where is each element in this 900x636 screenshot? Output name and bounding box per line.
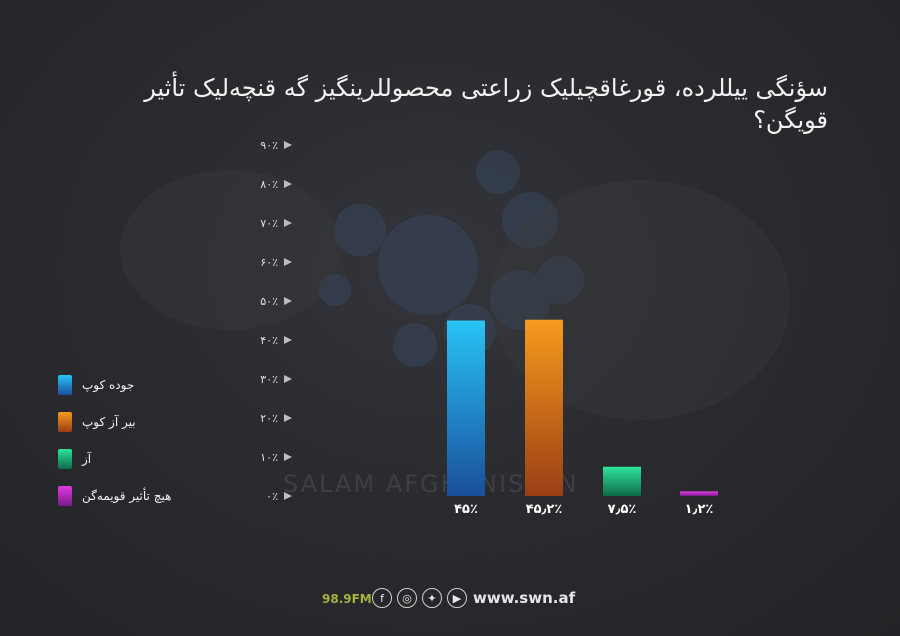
y-tick-arrow xyxy=(284,297,292,305)
frequency-label: 98.9FM xyxy=(322,592,372,606)
bar-value-label: ۴۵٫۲٪ xyxy=(526,502,563,517)
y-tick-label: ۸٠٪ xyxy=(260,178,278,191)
y-tick-arrow xyxy=(284,375,292,383)
y-tick-label: ۳٠٪ xyxy=(260,373,278,386)
y-tick-label: ۵٠٪ xyxy=(260,295,278,308)
instagram-icon[interactable]: ◎ xyxy=(397,588,417,608)
youtube-icon[interactable]: ▶ xyxy=(447,588,467,608)
y-tick-arrow xyxy=(284,336,292,344)
bar-1 xyxy=(447,320,485,496)
y-tick-label: ۶٠٪ xyxy=(260,256,278,269)
y-tick-arrow xyxy=(284,141,292,149)
legend-label: بیر آز کوپ xyxy=(82,414,136,429)
bar-value-label: ۴۵٪ xyxy=(454,502,478,517)
y-tick-arrow xyxy=(284,180,292,188)
bar-4 xyxy=(680,491,718,496)
legend-swatch xyxy=(58,448,72,469)
y-tick-label: ۷٠٪ xyxy=(260,217,278,230)
y-tick-arrow xyxy=(284,258,292,266)
legend-swatch xyxy=(58,411,72,432)
bar-3 xyxy=(603,466,641,496)
legend-swatch xyxy=(58,374,72,395)
twitter-icon[interactable]: ✦ xyxy=(422,588,442,608)
y-tick-label: ٠٪ xyxy=(266,490,278,503)
y-tick-arrow xyxy=(284,219,292,227)
legend-item: جوده کوپ xyxy=(58,366,218,403)
legend-item: آز xyxy=(58,440,218,477)
website-link[interactable]: www.swn.af xyxy=(473,589,576,607)
chart-legend: جوده کوپ بیر آز کوپ آز هیچ تأثیر قویمه‌گن xyxy=(58,366,218,514)
chart-title: سؤنگی ییللرده، قورغاقچیلیک زراعتی محصولل… xyxy=(144,74,828,134)
y-tick-label: ۱٠٪ xyxy=(260,451,278,464)
y-tick-label: ۲٠٪ xyxy=(260,412,278,425)
y-tick-label: ۹٠٪ xyxy=(260,139,278,152)
y-tick-arrow xyxy=(284,414,292,422)
y-tick-arrow xyxy=(284,492,292,500)
bar-2 xyxy=(525,319,563,496)
y-tick-arrow xyxy=(284,453,292,461)
bar-value-label: ۱٫۲٪ xyxy=(685,502,714,517)
facebook-icon[interactable]: f xyxy=(372,588,392,608)
bar-value-label: ۷٫۵٪ xyxy=(608,502,637,517)
legend-swatch xyxy=(58,485,72,506)
legend-label: آز xyxy=(82,451,92,466)
legend-item: هیچ تأثیر قویمه‌گن xyxy=(58,477,218,514)
legend-label: جوده کوپ xyxy=(82,377,135,392)
legend-label: هیچ تأثیر قویمه‌گن xyxy=(82,488,172,503)
legend-item: بیر آز کوپ xyxy=(58,403,218,440)
y-tick-label: ۴٠٪ xyxy=(260,334,278,347)
footer: 98.9FM f ◎ ✦ ▶ www.swn.af xyxy=(0,588,900,614)
